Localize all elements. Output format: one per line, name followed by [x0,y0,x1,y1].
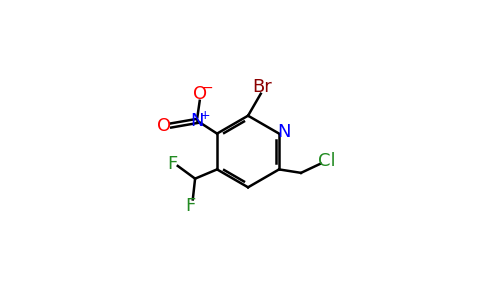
Text: Br: Br [252,78,272,96]
Text: −: − [201,80,213,94]
Text: +: + [199,109,210,122]
Text: N: N [191,112,204,130]
Text: F: F [185,197,196,215]
Text: N: N [277,123,291,141]
Text: O: O [157,116,171,134]
Text: F: F [167,154,177,172]
Text: Cl: Cl [318,152,335,170]
Text: O: O [193,85,207,103]
